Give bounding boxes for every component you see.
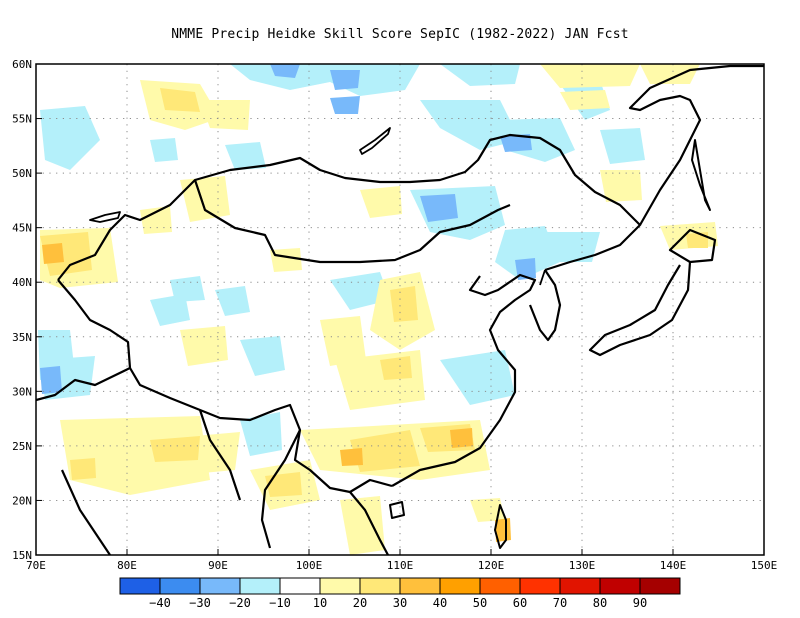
tick-label-lat-60N: 60N <box>12 58 32 71</box>
colorbar-label: 10 <box>313 596 327 610</box>
colorbar-swatch <box>159 577 201 595</box>
colorbar-label: −30 <box>189 596 211 610</box>
colorbar-swatch <box>399 577 441 595</box>
colorbar-label: 80 <box>593 596 607 610</box>
shading-yellow <box>40 88 708 497</box>
colorbar-label: 50 <box>473 596 487 610</box>
coastline-korea <box>528 269 562 342</box>
colorbar-swatch <box>239 577 281 595</box>
coastline-taiwan <box>494 504 507 549</box>
tick-label-lat-45N: 45N <box>12 222 32 235</box>
colorbar-swatch <box>439 577 481 595</box>
colorbar-swatch <box>479 577 521 595</box>
colorbar-label: 60 <box>513 596 527 610</box>
tick-label-lat-25N: 25N <box>12 440 32 453</box>
colorbar-label: 90 <box>633 596 647 610</box>
colorbar-label: 40 <box>433 596 447 610</box>
coastline-japan <box>588 228 717 357</box>
sea-of-okhotsk <box>539 269 546 286</box>
tick-label-lat-15N: 15N <box>12 549 32 562</box>
border-central-asia <box>57 279 132 369</box>
tick-label-lat-55N: 55N <box>12 113 32 126</box>
colorbar-swatch <box>359 577 401 595</box>
tick-label-lat-40N: 40N <box>12 276 32 289</box>
tick-label-lon-80E: 80E <box>117 559 137 572</box>
coastline-hainan <box>389 501 405 519</box>
coastline-india <box>36 367 242 555</box>
tick-label-lat-35N: 35N <box>12 331 32 344</box>
colorbar: −40 −30 −20 −10 10 20 30 40 50 60 70 80 90 <box>119 577 681 610</box>
colorbar-swatch <box>319 577 361 595</box>
border-himalaya <box>129 367 393 494</box>
colorbar-swatch <box>519 577 561 595</box>
map-title: NMME Precip Heidke Skill Score SepIC (19… <box>171 27 629 42</box>
coastline-russia-east <box>628 64 764 226</box>
longitude-axis: 70E 80E 90E 100E 110E 120E 130E 140E 150E <box>26 549 777 572</box>
tick-label-lon-90E: 90E <box>208 559 228 572</box>
lake-baikal <box>359 127 391 155</box>
latitude-axis: 60N 55N 50N 45N 40N 35N 30N 25N 20N 15N <box>12 58 42 562</box>
tick-label-lon-120E: 120E <box>478 559 505 572</box>
tick-label-lat-30N: 30N <box>12 385 32 398</box>
colorbar-label: −20 <box>229 596 251 610</box>
coastlines-and-borders <box>36 64 764 555</box>
tick-label-lon-100E: 100E <box>296 559 323 572</box>
skill-shading <box>38 64 718 555</box>
tick-label-lon-110E: 110E <box>387 559 414 572</box>
colorbar-swatch <box>199 577 241 595</box>
border-north <box>57 133 642 281</box>
colorbar-label: 20 <box>353 596 367 610</box>
tick-label-lon-150E: 150E <box>751 559 778 572</box>
coastline-china <box>391 273 537 487</box>
colorbar-label: 30 <box>393 596 407 610</box>
colorbar-swatch <box>119 577 161 595</box>
colorbar-swatch <box>639 577 681 595</box>
colorbar-label: −10 <box>269 596 291 610</box>
colorbar-swatch <box>279 577 321 595</box>
tick-label-lon-70E: 70E <box>26 559 46 572</box>
colorbar-label: 70 <box>553 596 567 610</box>
lake-balkhash <box>89 211 121 223</box>
border-mongolia <box>193 179 511 264</box>
shading-mid-blue <box>40 64 536 394</box>
coastline-sakhalin <box>691 139 711 211</box>
shading-light-blue <box>38 64 645 456</box>
tick-label-lat-20N: 20N <box>12 494 32 507</box>
colorbar-swatch <box>599 577 641 595</box>
tick-label-lat-50N: 50N <box>12 167 32 180</box>
colorbar-label: −40 <box>149 596 171 610</box>
tick-label-lon-130E: 130E <box>569 559 596 572</box>
coastline-indochina <box>260 429 389 555</box>
tick-label-lon-140E: 140E <box>660 559 687 572</box>
colorbar-swatch <box>559 577 601 595</box>
